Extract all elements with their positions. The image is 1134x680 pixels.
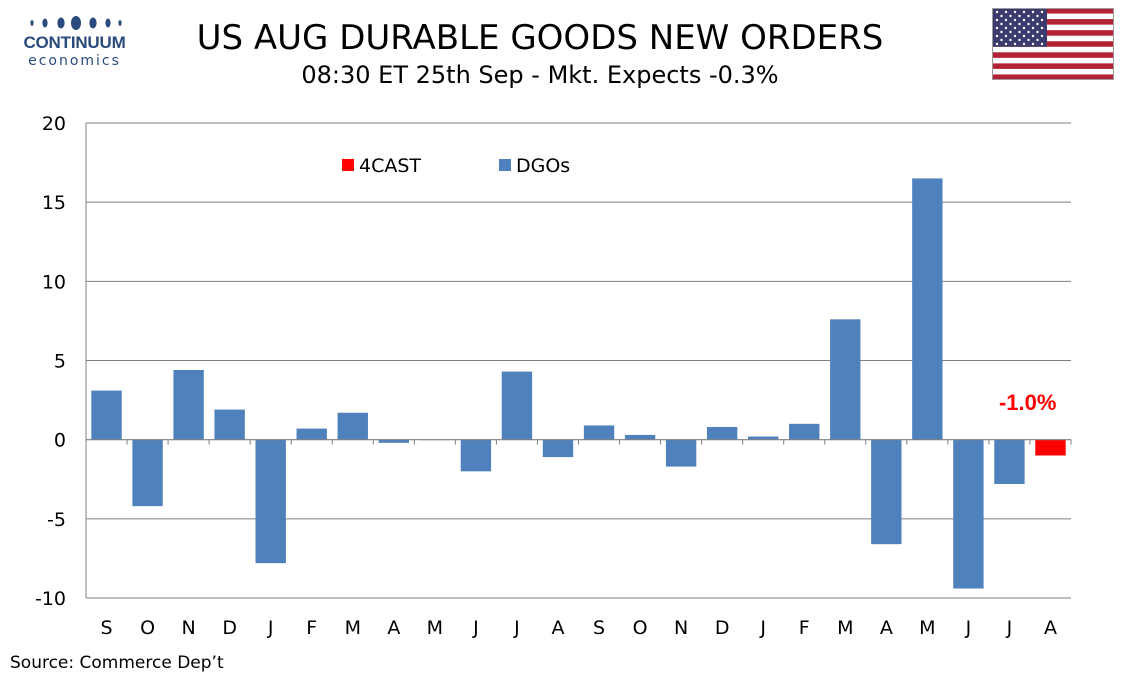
dgo-bar [296,428,327,440]
us-flag-icon [992,8,1114,84]
x-tick-label: A [880,617,893,639]
x-tick-label: D [222,617,237,639]
x-tick-label: J [472,617,479,639]
x-tick-label: S [593,617,605,639]
forecast-bar [1035,439,1066,456]
x-tick-label: J [267,617,274,639]
dgo-bar [706,427,738,440]
x-tick-label: A [387,617,400,639]
legend-label: DGOs [516,155,570,177]
y-tick-label: 5 [54,351,66,373]
source-note: Source: Commerce Dep’t [10,653,224,673]
dgo-bar [665,439,697,467]
dgo-bar [912,178,943,440]
x-tick-label: J [513,617,520,639]
x-tick-label: M [919,617,935,639]
y-tick-label: 0 [54,430,66,452]
x-tick-label: M [837,617,853,639]
dgo-bar [830,319,861,440]
dgo-bar [542,439,574,458]
x-tick-label: M [427,617,443,639]
dgo-bar [789,423,820,440]
dgo-bar [132,439,163,507]
dgo-bar [91,390,122,440]
x-tick-label: O [633,617,648,639]
dgo-bar [748,436,779,440]
dgo-bar [173,370,204,440]
y-tick-label: -5 [47,509,66,531]
chart-subtitle: 08:30 ET 25th Sep - Mkt. Expects -0.3% [301,61,779,89]
forecast-annotation: -1.0% [999,390,1056,415]
x-tick-label: J [965,617,972,639]
dgo-bar [337,412,368,440]
dgo-bar [214,409,245,440]
x-tick-label: F [306,617,317,639]
dgo-bar [624,434,656,440]
x-tick-label: S [100,617,112,639]
x-tick-label: D [715,617,730,639]
dgo-bar [953,439,984,589]
logo-dots-icon [12,14,137,34]
dgo-bar [460,439,492,472]
dgo-bar [583,425,615,440]
x-tick-label: J [759,617,766,639]
legend-swatch [499,159,511,171]
y-tick-label: 10 [42,271,66,293]
dgo-bar [378,439,409,443]
dgo-bar [994,439,1025,484]
legend-label: 4CAST [359,155,421,177]
y-tick-label: 15 [42,192,66,214]
x-tick-label: N [674,617,688,639]
x-tick-label: F [799,617,810,639]
dgo-bar [871,439,902,545]
continuum-logo: CONTINUUM economics [12,14,137,70]
logo-sub: economics [28,53,121,69]
x-tick-label: O [140,617,155,639]
chart-title: US AUG DURABLE GOODS NEW ORDERS [196,18,884,58]
x-tick-label: A [551,617,564,639]
logo-name: CONTINUUM [23,33,126,52]
x-tick-label: A [1044,617,1057,639]
x-tick-label: M [345,617,361,639]
dgo-bar [255,439,286,564]
x-tick-label: J [1006,617,1013,639]
y-tick-label: 20 [42,113,66,135]
y-tick-label: -10 [35,588,66,610]
dgo-bar [501,371,533,440]
legend-swatch [342,159,354,171]
x-tick-label: N [181,617,195,639]
